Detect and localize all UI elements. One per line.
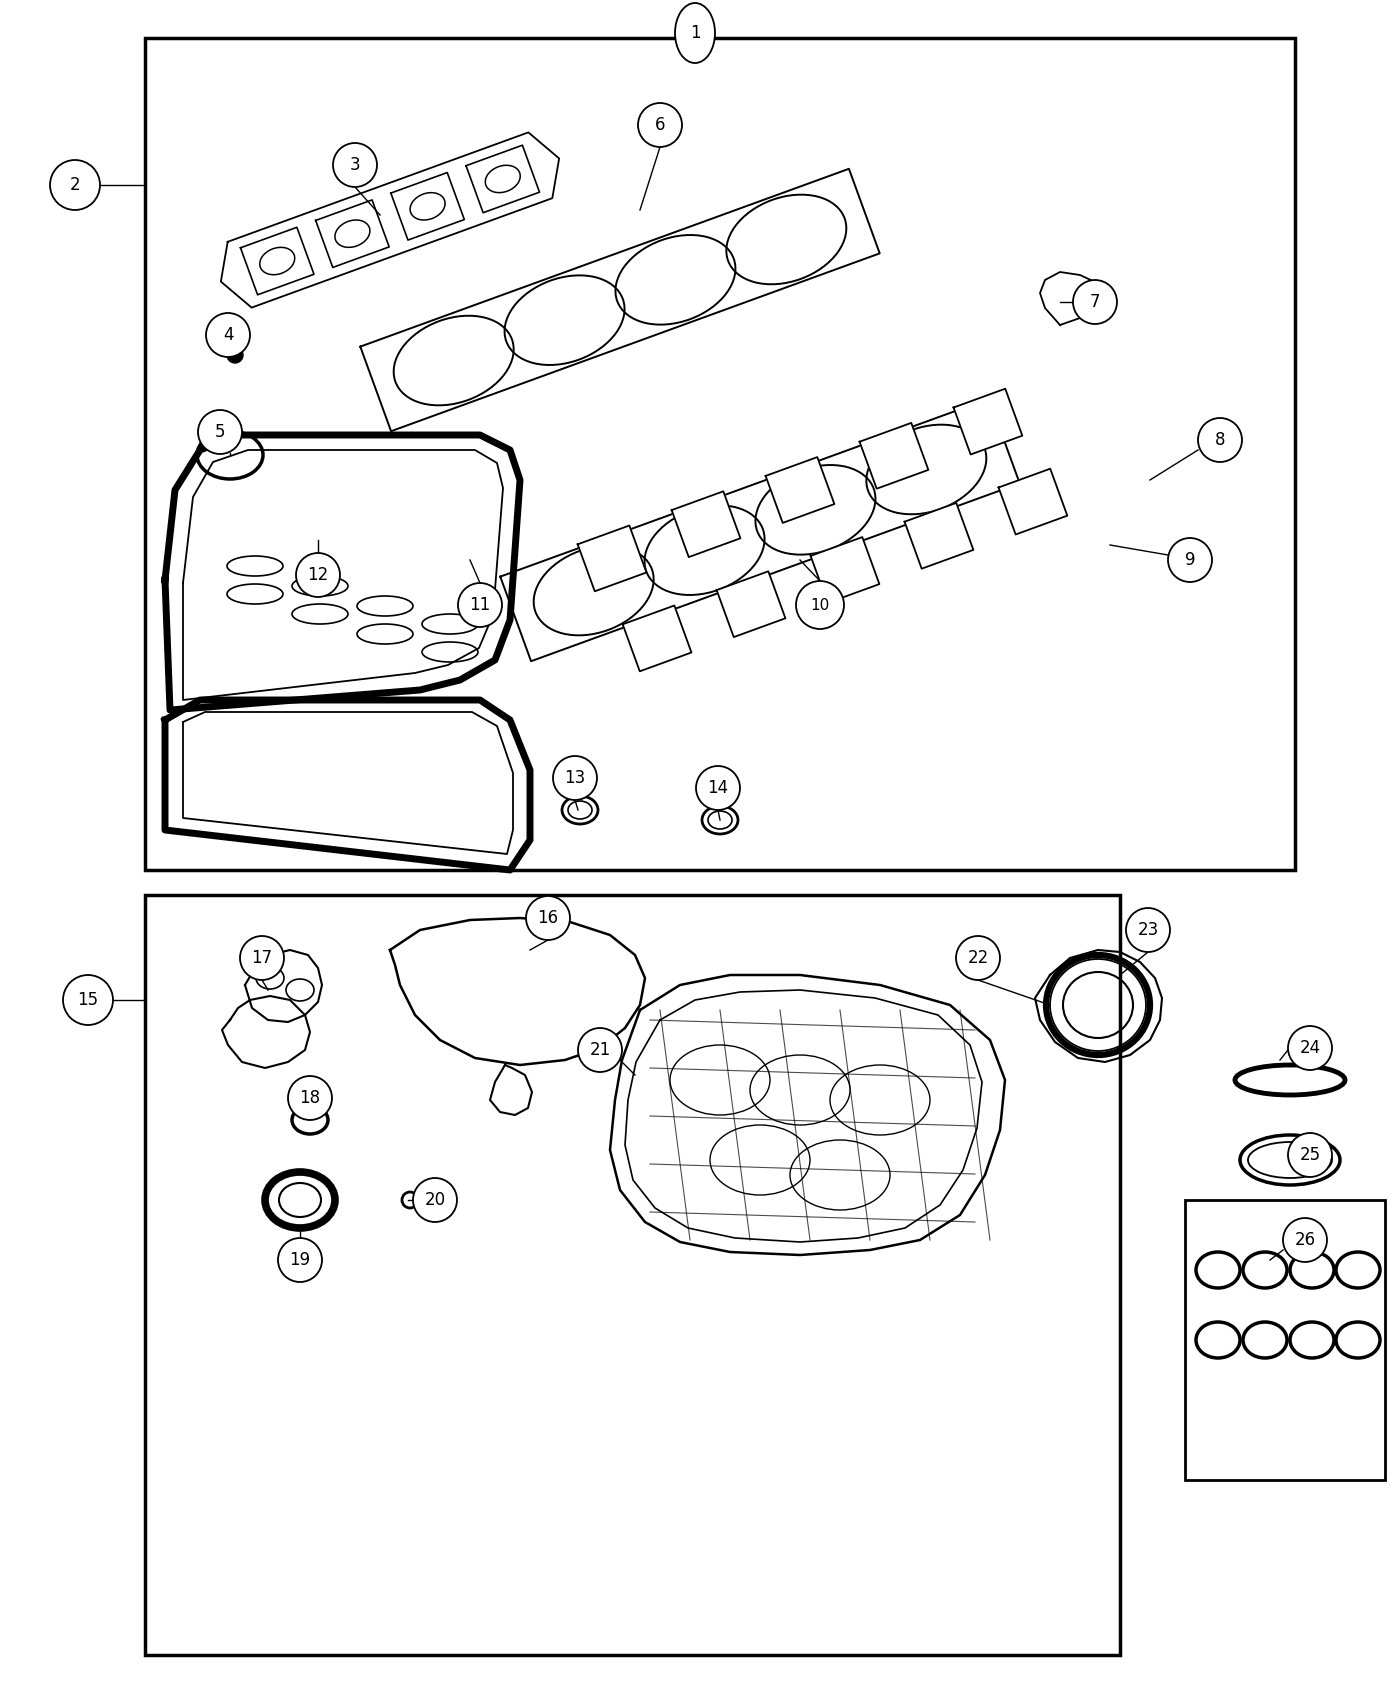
Text: 4: 4 bbox=[223, 326, 234, 343]
Circle shape bbox=[458, 583, 503, 627]
Polygon shape bbox=[904, 503, 973, 570]
Circle shape bbox=[50, 160, 99, 211]
Ellipse shape bbox=[675, 3, 715, 63]
Bar bbox=[146, 37, 1295, 870]
Polygon shape bbox=[672, 491, 741, 558]
Circle shape bbox=[797, 581, 844, 629]
Circle shape bbox=[696, 767, 741, 809]
Text: 15: 15 bbox=[77, 991, 98, 1010]
Polygon shape bbox=[578, 525, 647, 592]
Circle shape bbox=[553, 756, 596, 801]
Circle shape bbox=[239, 937, 284, 979]
Text: 10: 10 bbox=[811, 597, 830, 612]
Circle shape bbox=[526, 896, 570, 940]
Text: 11: 11 bbox=[469, 597, 490, 614]
Text: 21: 21 bbox=[589, 1040, 610, 1059]
Circle shape bbox=[1288, 1132, 1331, 1176]
Text: 13: 13 bbox=[564, 768, 585, 787]
Text: 25: 25 bbox=[1299, 1146, 1320, 1165]
Text: 12: 12 bbox=[308, 566, 329, 585]
Text: 5: 5 bbox=[214, 423, 225, 440]
Circle shape bbox=[63, 976, 113, 1025]
Text: 3: 3 bbox=[350, 156, 360, 173]
Polygon shape bbox=[623, 605, 692, 672]
Polygon shape bbox=[766, 457, 834, 524]
Circle shape bbox=[1288, 1027, 1331, 1069]
Text: 26: 26 bbox=[1295, 1231, 1316, 1250]
Bar bbox=[146, 894, 1120, 1656]
Circle shape bbox=[279, 1238, 322, 1282]
Circle shape bbox=[333, 143, 377, 187]
Circle shape bbox=[1072, 280, 1117, 325]
Text: 24: 24 bbox=[1299, 1039, 1320, 1057]
Circle shape bbox=[1282, 1217, 1327, 1261]
Text: 23: 23 bbox=[1137, 921, 1159, 938]
Circle shape bbox=[578, 1028, 622, 1073]
Polygon shape bbox=[998, 469, 1067, 534]
Text: 22: 22 bbox=[967, 949, 988, 967]
Circle shape bbox=[295, 552, 340, 597]
Circle shape bbox=[197, 410, 242, 454]
Text: 17: 17 bbox=[252, 949, 273, 967]
Bar bbox=[1184, 1200, 1385, 1481]
Text: 2: 2 bbox=[70, 177, 80, 194]
Circle shape bbox=[413, 1178, 456, 1222]
Text: 20: 20 bbox=[424, 1192, 445, 1209]
Polygon shape bbox=[953, 389, 1022, 454]
Text: 7: 7 bbox=[1089, 292, 1100, 311]
Text: 14: 14 bbox=[707, 779, 728, 797]
Polygon shape bbox=[717, 571, 785, 638]
Text: 1: 1 bbox=[690, 24, 700, 42]
Text: 18: 18 bbox=[300, 1090, 321, 1107]
Circle shape bbox=[288, 1076, 332, 1120]
Polygon shape bbox=[811, 537, 879, 604]
Circle shape bbox=[206, 313, 251, 357]
Text: 9: 9 bbox=[1184, 551, 1196, 570]
Circle shape bbox=[1198, 418, 1242, 462]
Circle shape bbox=[1168, 537, 1212, 581]
Circle shape bbox=[956, 937, 1000, 979]
Circle shape bbox=[227, 347, 244, 364]
Circle shape bbox=[1126, 908, 1170, 952]
Text: 16: 16 bbox=[538, 910, 559, 926]
Text: 6: 6 bbox=[655, 116, 665, 134]
Text: 8: 8 bbox=[1215, 432, 1225, 449]
Text: 19: 19 bbox=[290, 1251, 311, 1268]
Circle shape bbox=[638, 104, 682, 146]
Polygon shape bbox=[860, 423, 928, 488]
